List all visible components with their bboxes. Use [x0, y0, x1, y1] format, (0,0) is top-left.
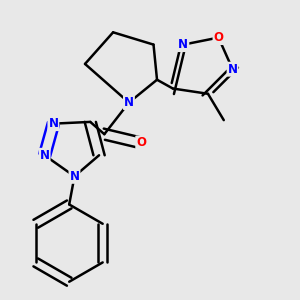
Text: N: N	[178, 38, 188, 51]
Text: N: N	[48, 117, 59, 130]
Text: N: N	[70, 170, 80, 183]
Text: N: N	[124, 96, 134, 109]
Text: N: N	[228, 63, 238, 76]
Text: N: N	[40, 149, 50, 162]
Text: O: O	[136, 136, 146, 149]
Text: O: O	[214, 31, 224, 44]
